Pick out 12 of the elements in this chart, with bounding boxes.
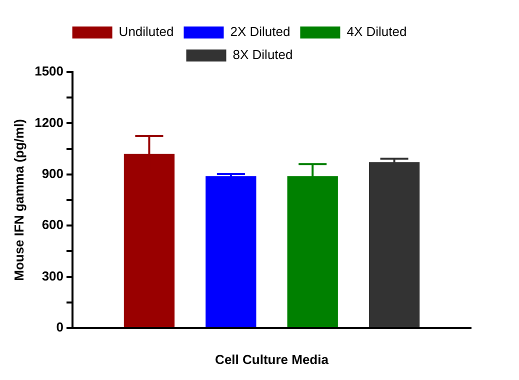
y-tick-label: 900: [42, 166, 64, 181]
y-tick-label: 1500: [34, 64, 64, 79]
legend-label: 4X Diluted: [346, 24, 407, 40]
y-tick-label: 600: [42, 217, 64, 232]
x-axis-title: Cell Culture Media: [215, 352, 330, 367]
y-axis-title: Mouse IFN gamma (pg/ml): [11, 119, 26, 281]
y-tick-label: 1200: [34, 114, 64, 130]
legend-label: 2X Diluted: [230, 24, 290, 40]
legend-label: Undiluted: [118, 24, 174, 40]
y-tick-label: 300: [42, 268, 64, 284]
legend-label: 8X Diluted: [232, 47, 293, 62]
y-tick-label: 0: [56, 320, 64, 335]
